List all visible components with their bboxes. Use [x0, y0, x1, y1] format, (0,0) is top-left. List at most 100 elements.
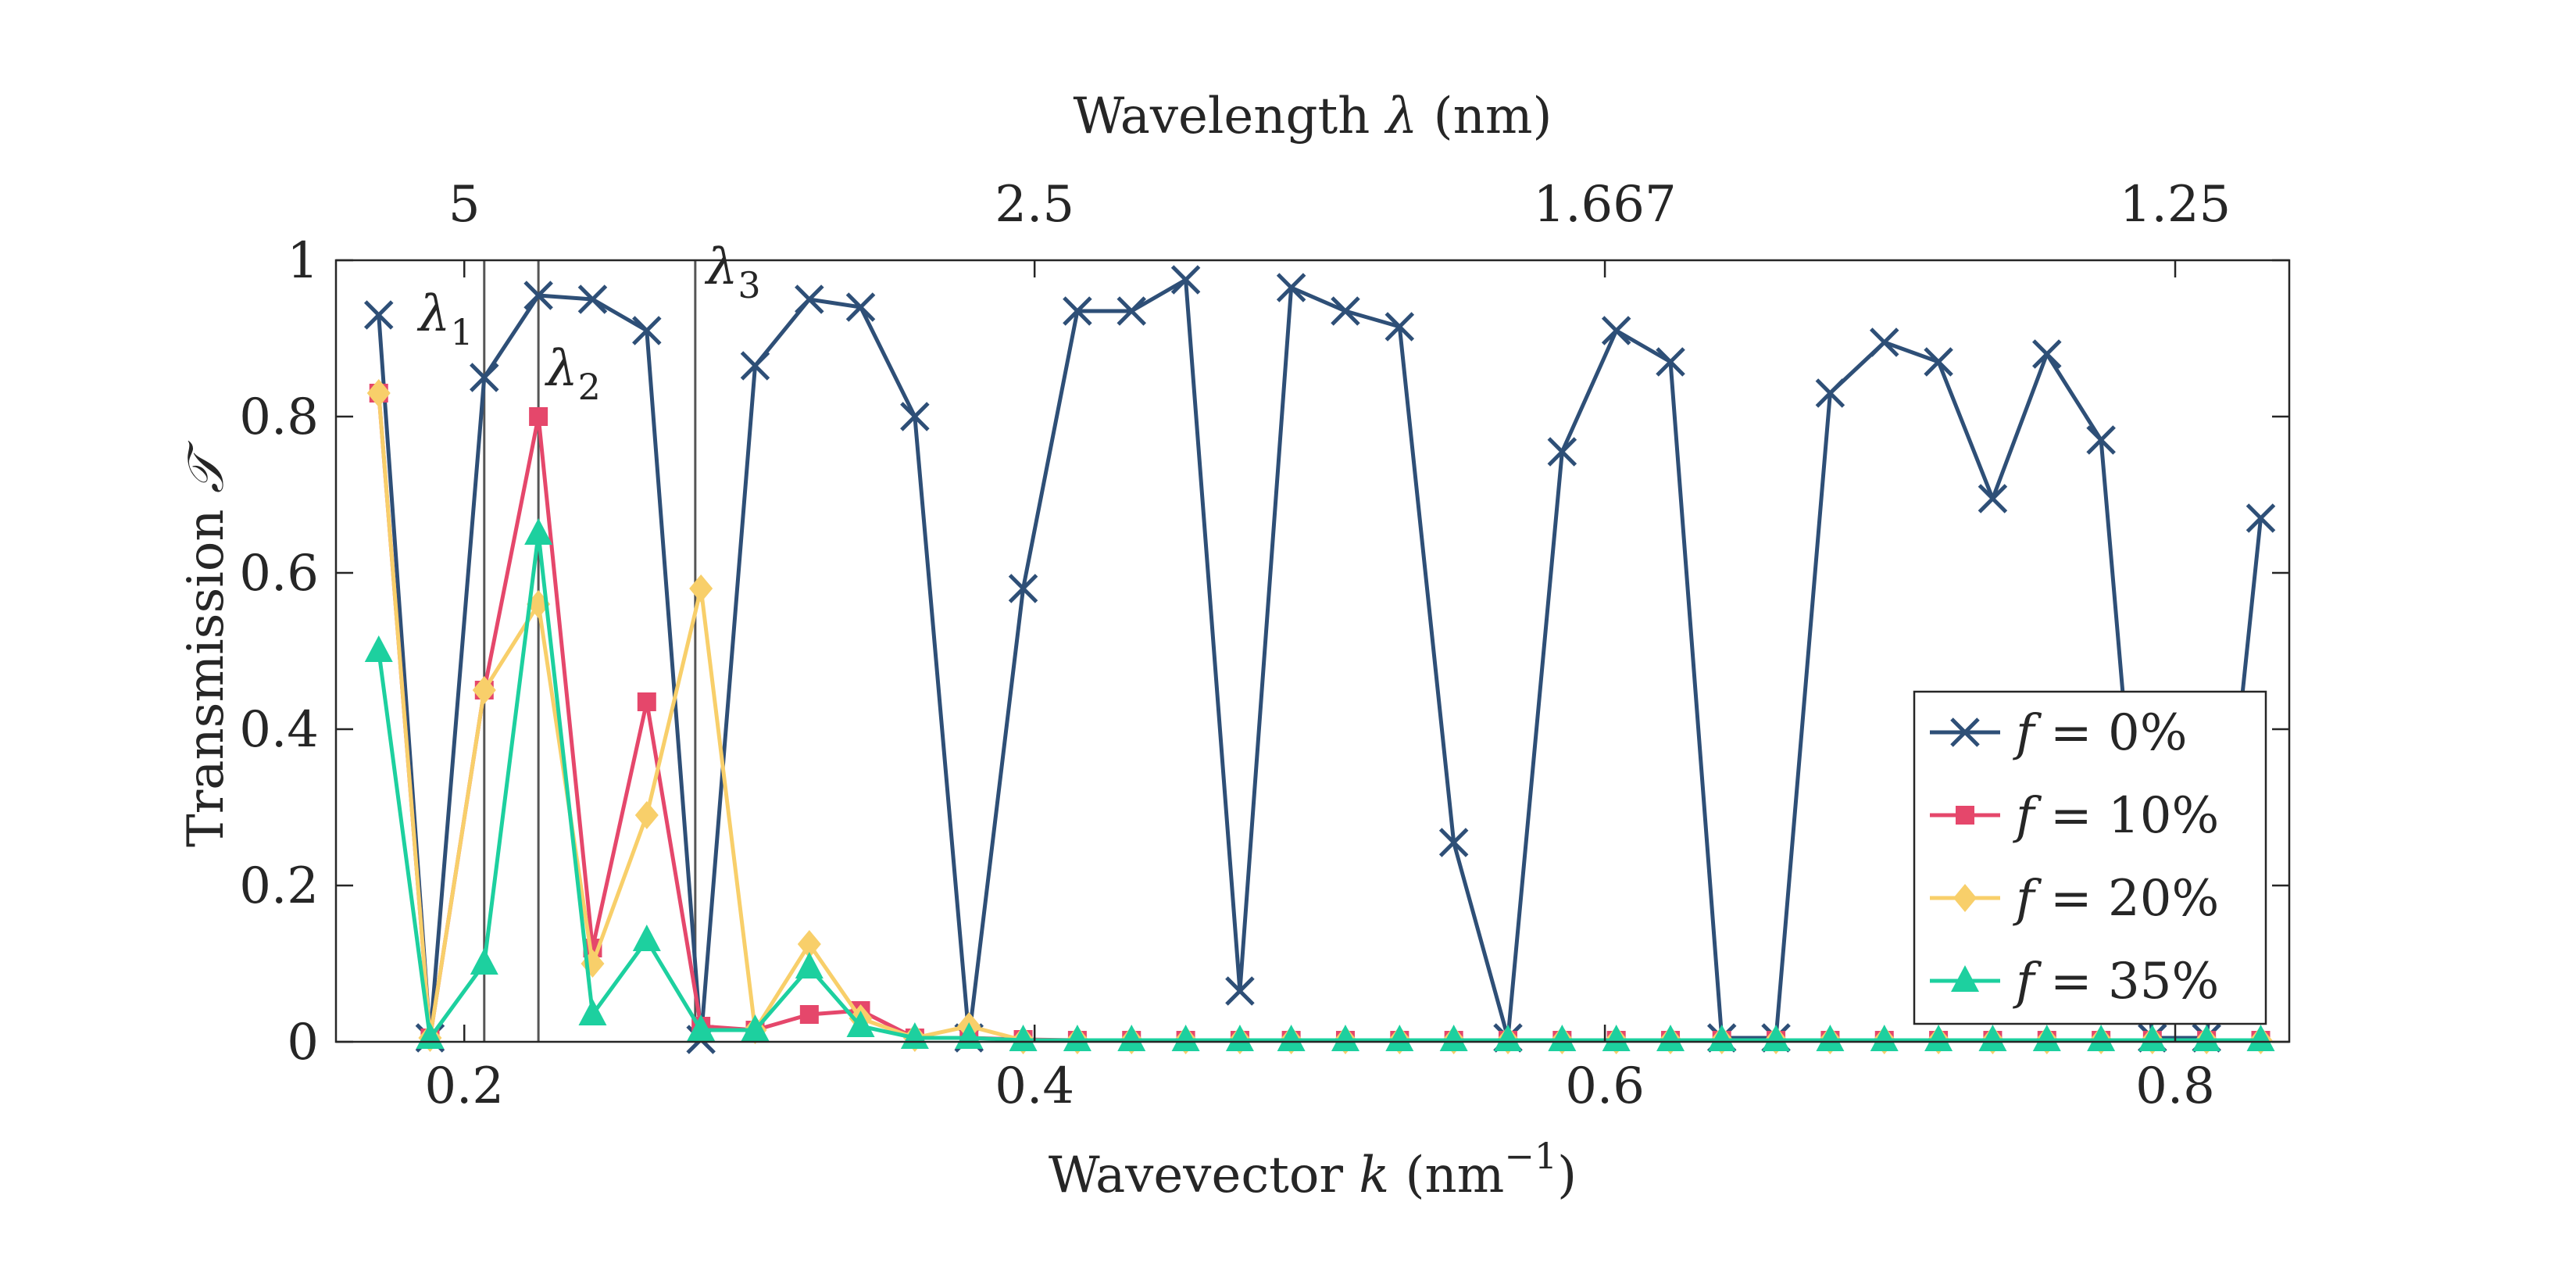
legend-label: f = 20% — [2013, 870, 2219, 928]
marker-triangle — [2138, 1025, 2167, 1051]
marker-triangle — [687, 1014, 716, 1041]
marker-triangle — [741, 1014, 770, 1041]
marker-diamond — [1953, 884, 1977, 912]
marker-triangle — [2192, 1025, 2221, 1051]
marker-x — [795, 284, 824, 314]
marker-square — [1956, 806, 1974, 825]
marker-triangle — [1762, 1025, 1791, 1051]
marker-x — [632, 316, 662, 345]
marker-triangle — [1656, 1025, 1685, 1051]
lambda-label: λ1 — [416, 285, 473, 353]
top-axis-label: Wavelength λ (nm) — [1074, 88, 1552, 145]
axis-labels: Wavevector k (nm−1) Wavelength λ (nm) Tran… — [177, 88, 1577, 1204]
series-line — [377, 277, 2263, 1042]
y-tick-label: 0.6 — [239, 545, 319, 603]
marker-x — [845, 292, 876, 322]
marker-x — [1438, 828, 1469, 857]
marker-x — [1869, 327, 1899, 357]
marker-triangle — [1385, 1025, 1414, 1051]
marker-x — [1117, 296, 1147, 326]
marker-triangle — [1009, 1025, 1038, 1051]
marker-x — [1924, 347, 1953, 377]
y-axis-label: Transmission 𝒯 — [177, 440, 235, 847]
marker-triangle — [1978, 1025, 2007, 1051]
top-tick-label: 2.5 — [995, 176, 1074, 234]
lambda-label: λ2 — [544, 340, 601, 408]
x-tick-label: 0.4 — [995, 1057, 1074, 1115]
marker-triangle — [524, 518, 553, 545]
marker-x — [1815, 378, 1845, 408]
marker-x — [2246, 503, 2276, 533]
x-tick-label: 0.8 — [2135, 1057, 2215, 1115]
series-layer — [363, 265, 2276, 1054]
marker-triangle — [2032, 1025, 2061, 1051]
top-tick-label: 1.667 — [1533, 176, 1676, 234]
marker-x — [470, 363, 499, 392]
marker-triangle — [578, 999, 607, 1025]
marker-triangle — [1331, 1025, 1359, 1051]
marker-triangle — [1548, 1025, 1577, 1051]
marker-x — [1008, 574, 1038, 603]
marker-x — [1978, 484, 2008, 513]
marker-x — [1601, 316, 1631, 345]
y-tick-label: 0.2 — [239, 857, 319, 915]
marker-x — [1547, 437, 1577, 467]
marker-triangle — [1870, 1025, 1899, 1051]
marker-triangle — [1225, 1025, 1254, 1051]
lambda-label: λ3 — [704, 238, 761, 306]
marker-triangle — [1063, 1025, 1091, 1051]
marker-triangle — [364, 635, 393, 662]
marker-square — [529, 407, 548, 426]
marker-x — [1384, 312, 1415, 342]
y-tick-label: 0.8 — [239, 388, 319, 446]
axes-box — [334, 259, 2291, 1043]
marker-x — [1170, 265, 1201, 295]
x-axis-label: Wavevector k (nm−1) — [1049, 1135, 1577, 1204]
marker-triangle — [795, 952, 824, 979]
marker-x — [577, 284, 608, 314]
marker-x — [1225, 976, 1255, 1006]
marker-x — [2086, 425, 2116, 455]
marker-x — [1331, 296, 1360, 326]
marker-diamond — [797, 930, 821, 958]
legend-label: f = 10% — [2013, 787, 2219, 845]
reference-lines: λ1 λ2 λ3 — [416, 238, 761, 1042]
legend: f = 0% f = 10% f = 20% f = 35% — [1913, 690, 2267, 1025]
marker-triangle — [1816, 1025, 1845, 1051]
series-3 — [364, 518, 2275, 1051]
marker-x — [523, 281, 553, 310]
marker-triangle — [846, 1011, 875, 1037]
x-tick-label: 0.6 — [1565, 1057, 1645, 1115]
marker-x — [900, 402, 930, 431]
marker-triangle — [632, 925, 661, 951]
marker-square — [799, 1005, 819, 1024]
marker-triangle — [1951, 965, 1979, 992]
marker-triangle — [1439, 1025, 1468, 1051]
marker-triangle — [2087, 1025, 2116, 1051]
marker-diamond — [366, 379, 391, 407]
marker-triangle — [1277, 1025, 1306, 1051]
y-tick-label: 0 — [287, 1014, 319, 1072]
marker-x — [740, 351, 770, 381]
legend-box — [1913, 690, 2267, 1025]
series-line — [377, 531, 2261, 1043]
marker-diamond — [634, 801, 659, 829]
top-tick-label: 5 — [448, 176, 481, 234]
marker-triangle — [1707, 1025, 1736, 1051]
marker-triangle — [1117, 1025, 1146, 1051]
axes-frame: 0.2 0.4 0.6 0.8 5 2.5 1.667 1.25 0 0.2 0.4 0.6 0.8 1 — [239, 176, 2291, 1115]
marker-x — [1656, 347, 1685, 377]
legend-label: f = 35% — [2013, 953, 2219, 1011]
marker-triangle — [2246, 1025, 2275, 1051]
legend-label: f = 0% — [2013, 704, 2188, 762]
marker-triangle — [1494, 1025, 1522, 1051]
marker-x — [1950, 717, 1980, 747]
y-tick-label: 1 — [287, 232, 319, 290]
marker-x — [1276, 273, 1306, 302]
marker-triangle — [1171, 1025, 1200, 1051]
marker-diamond — [472, 676, 496, 704]
y-tick-label: 0.4 — [239, 701, 319, 759]
marker-x — [363, 300, 394, 330]
marker-diamond — [689, 574, 713, 603]
